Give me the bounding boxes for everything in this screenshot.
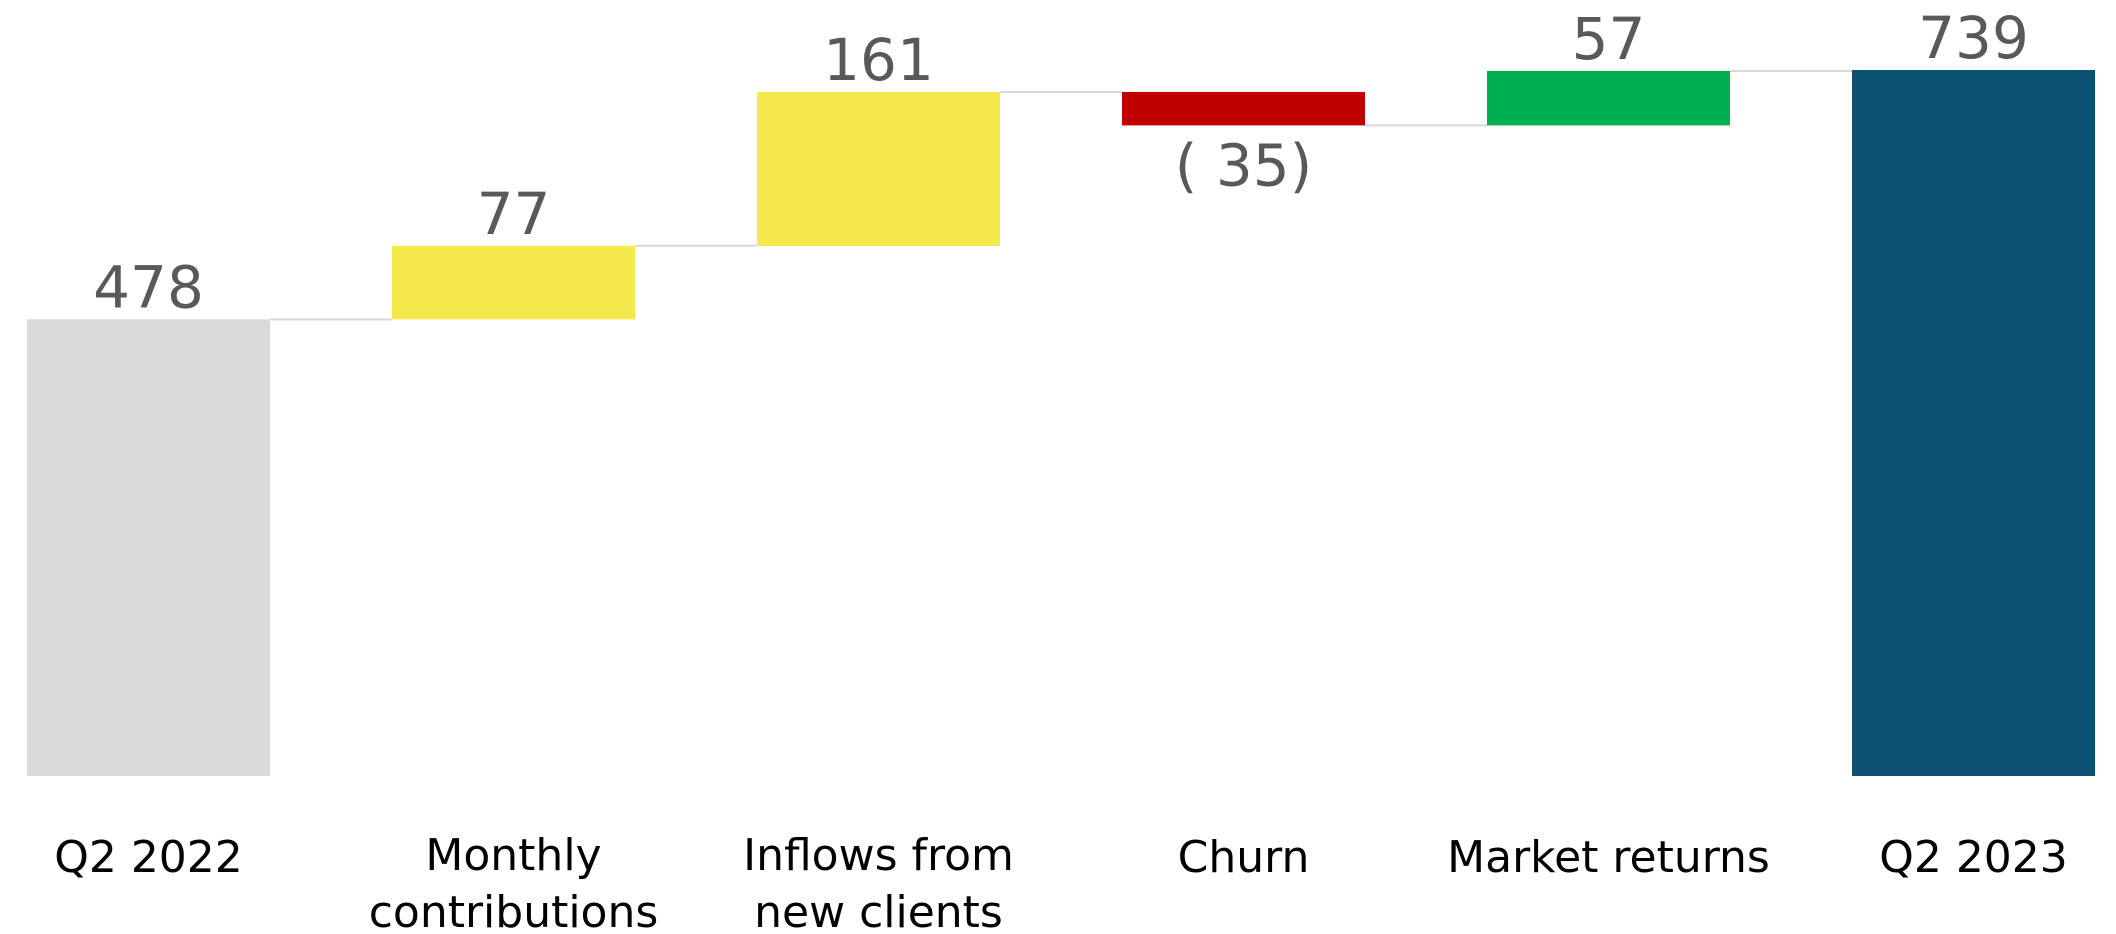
bars xyxy=(27,70,2095,776)
category-label-1: Monthly contributions xyxy=(369,830,659,934)
bar-2 xyxy=(757,91,1000,246)
value-label-1: 77 xyxy=(477,180,551,248)
value-label-5: 739 xyxy=(1918,4,2029,72)
connector-lines xyxy=(270,69,1852,321)
bar-5 xyxy=(1852,70,2095,776)
category-label-2: Inflows from new clients xyxy=(743,830,1014,934)
bar-0 xyxy=(27,319,270,776)
value-label-3: ( 35) xyxy=(1175,131,1313,199)
category-labels: Q2 2022 Monthly contributions Inflows from n… xyxy=(54,830,2068,934)
bar-3 xyxy=(1122,91,1365,126)
category-label-4: Market returns xyxy=(1447,832,1770,883)
category-label-0: Q2 2022 xyxy=(54,832,243,883)
value-label-4: 57 xyxy=(1572,5,1646,73)
value-label-2: 161 xyxy=(823,26,934,94)
value-label-0: 478 xyxy=(93,253,204,321)
category-label-5: Q2 2023 xyxy=(1879,832,2068,883)
value-labels: 478 77 161 ( 35) 57 739 xyxy=(93,4,2029,321)
category-label-3: Churn xyxy=(1178,832,1310,883)
bar-4 xyxy=(1487,70,1730,126)
bar-1 xyxy=(392,245,635,320)
